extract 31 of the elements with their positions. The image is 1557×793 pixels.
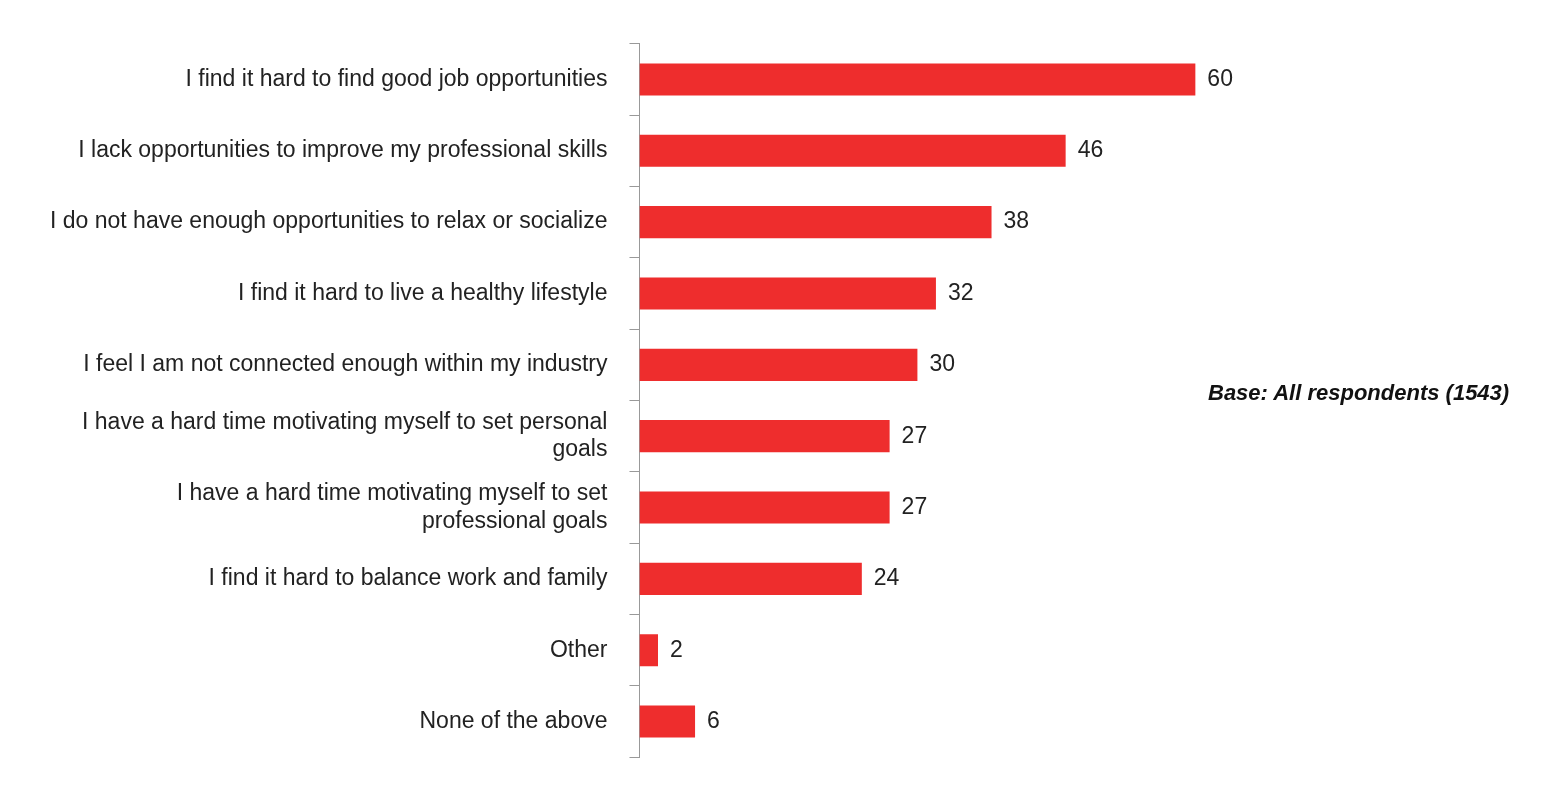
y-tick-label: None of the above — [419, 706, 608, 733]
bar — [639, 420, 890, 453]
data-label: 46 — [1077, 136, 1104, 163]
bar — [639, 63, 1196, 96]
bar — [639, 705, 696, 738]
text: Base: All respondents (1543) — [1208, 380, 1510, 406]
data-label: 27 — [901, 492, 928, 519]
data-label: 2 — [670, 635, 683, 662]
y-tick-label: I lack opportunities to improve my professional skills — [78, 136, 608, 163]
data-label: 38 — [1003, 207, 1030, 234]
data-label: 27 — [901, 421, 928, 448]
data-label: 6 — [707, 706, 720, 733]
bar — [639, 134, 1066, 167]
bar — [639, 206, 992, 239]
y-tick-label: I feel I am not connected enough within my industry — [83, 350, 608, 377]
data-label: 32 — [947, 278, 974, 305]
bar — [639, 277, 936, 310]
y-tick-label: I find it hard to find good job opportunities — [185, 64, 608, 91]
y-tick-label: Other — [549, 635, 608, 662]
y-tick-label: I find it hard to balance work and family — [208, 564, 608, 591]
data-label: 60 — [1207, 64, 1233, 91]
y-tick-label: I have a hard time motivating myself to set personal goals — [82, 407, 608, 462]
y-tick-label: I find it hard to live a healthy lifestyle — [237, 278, 608, 305]
bar — [639, 348, 918, 381]
y-tick-label: I do not have enough opportunities to relax or socialize — [49, 207, 608, 234]
data-label: 24 — [873, 564, 900, 591]
bar — [639, 562, 862, 595]
data-label: 30 — [929, 350, 955, 377]
bar — [639, 634, 658, 667]
y-tick-label: I have a hard time motivating myself to set professional goals — [176, 479, 609, 533]
bar — [639, 491, 890, 524]
